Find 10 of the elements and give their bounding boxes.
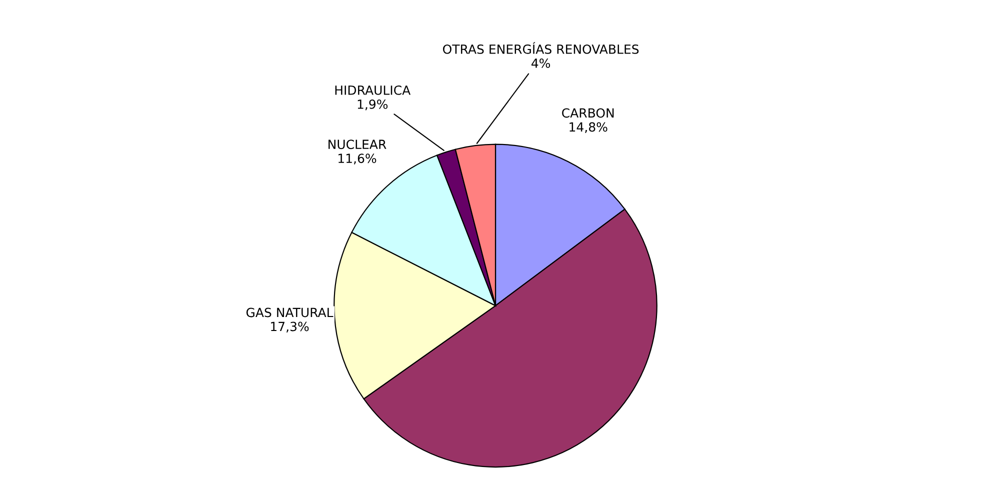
data-label: 1,9% (358, 99, 388, 110)
slice-label: OTRAS ENERGÍAS RENOVABLES (442, 42, 639, 54)
data-label: 4% (532, 58, 550, 68)
slice-label: HIDRAULICA (335, 85, 411, 95)
data-label: 14,8% (570, 122, 608, 133)
slice-label: NUCLEAR (328, 140, 386, 150)
data-label: 17,3% (271, 322, 309, 332)
data-label: 11,6% (338, 154, 376, 164)
slice-label: CARBON (562, 108, 614, 118)
slice-label: GAS NATURAL (246, 308, 334, 318)
